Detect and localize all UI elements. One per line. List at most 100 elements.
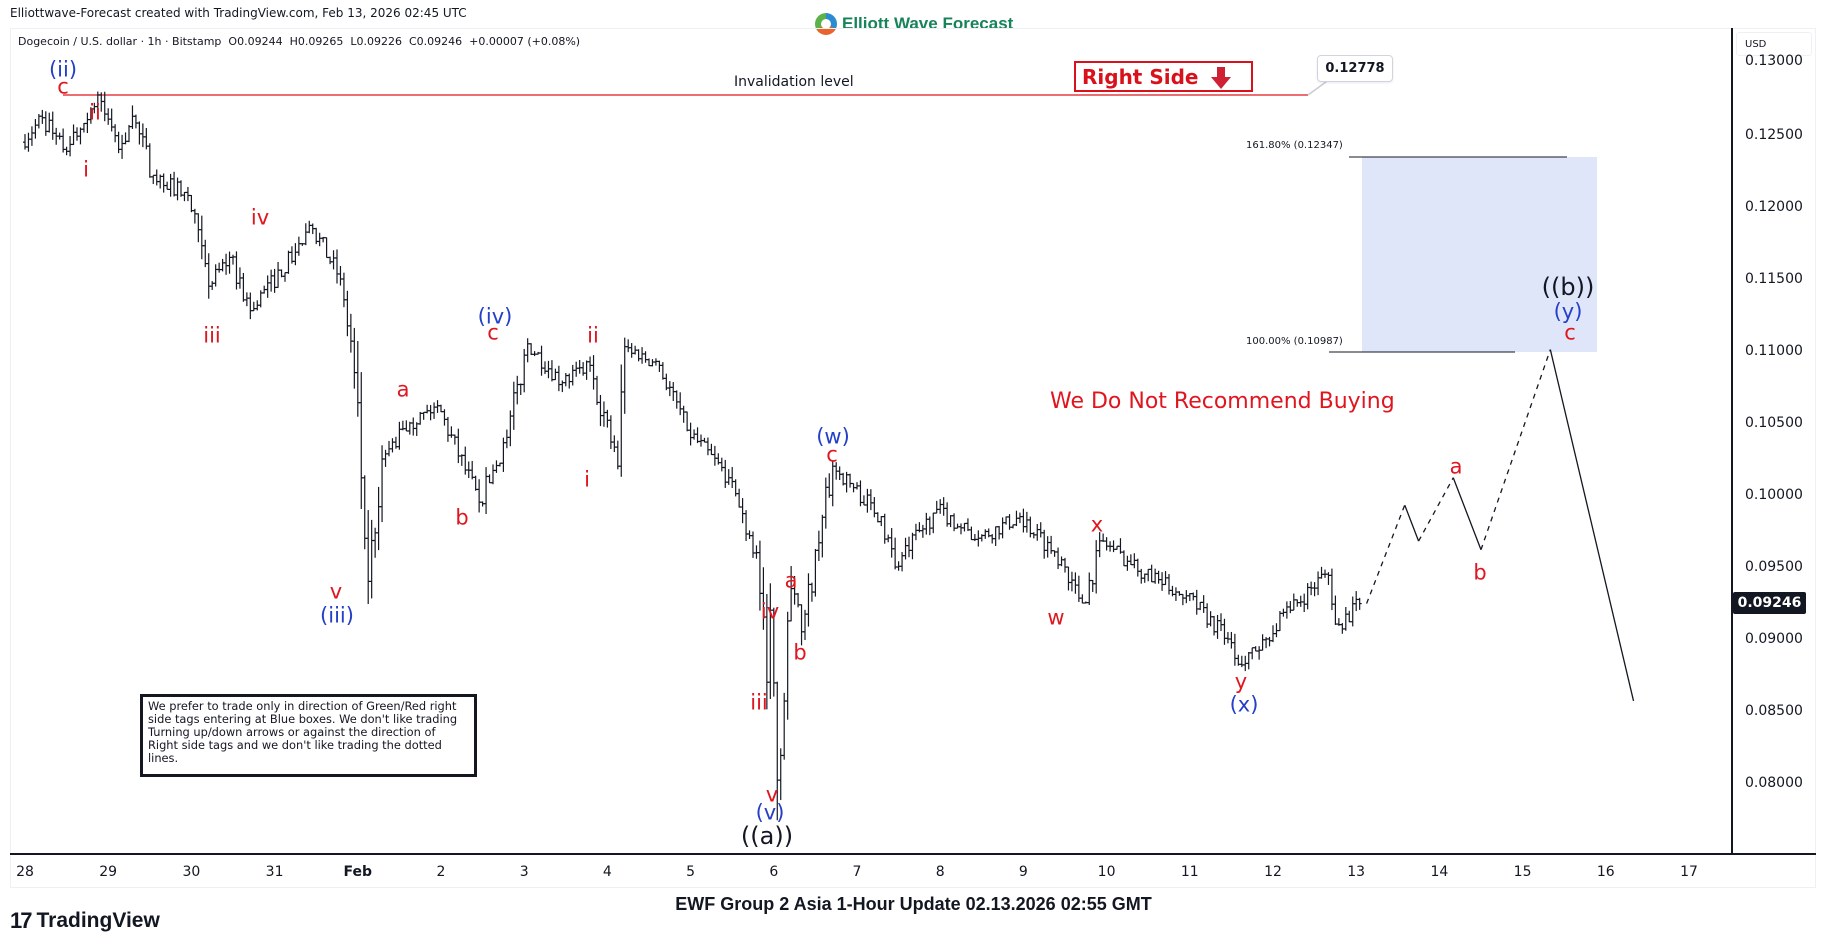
footer-title: EWF Group 2 Asia 1-Hour Update 02.13.202…	[675, 894, 1152, 914]
wave-label: a	[1449, 454, 1463, 479]
wave-label: w	[1047, 605, 1065, 630]
price-tick: 0.08000	[1745, 775, 1803, 791]
time-tick: 4	[602, 864, 612, 880]
time-tick: 6	[769, 864, 779, 880]
wave-label: v	[765, 782, 779, 807]
fib-100-label: 100.00% (0.10987)	[1246, 336, 1343, 347]
wave-label: iii	[203, 323, 221, 348]
symbol-name: Dogecoin / U.S. dollar · 1h · Bitstamp	[18, 35, 222, 48]
time-tick: 12	[1264, 864, 1282, 880]
time-tick: 13	[1347, 864, 1366, 880]
legend-high: H0.09265	[289, 35, 344, 48]
right-side-label: Right Side	[1082, 64, 1199, 89]
legend-close: C0.09246	[408, 35, 463, 48]
price-tick: 0.11500	[1745, 271, 1803, 287]
time-tick: 10	[1097, 864, 1116, 880]
wave-label: (ii)	[48, 57, 78, 82]
price-tick: 0.09500	[1745, 559, 1803, 575]
wave-label: ii	[587, 323, 599, 348]
price-tick: 0.12000	[1745, 199, 1803, 215]
trading-note: We prefer to trade only in direction of …	[140, 694, 477, 777]
projection-segment	[1365, 504, 1406, 604]
no-buy-warning: We Do Not Recommend Buying	[1050, 389, 1395, 414]
chart-credit: Elliottwave-Forecast created with Tradin…	[10, 6, 467, 20]
wave-label: (iii)	[320, 603, 354, 628]
wave-label: i	[83, 157, 89, 182]
symbol-legend: Dogecoin / U.S. dollar · 1h · Bitstamp O…	[18, 35, 580, 48]
wave-label: iv	[760, 599, 780, 624]
wave-label: c	[1564, 320, 1576, 345]
wave-label: iii	[750, 690, 768, 715]
wave-label: (v)	[755, 800, 785, 825]
legend-change: +0.00007 (+0.08%)	[469, 35, 581, 48]
wave-label: b	[455, 505, 469, 530]
invalidation-price-callout: 0.12778	[1317, 55, 1393, 82]
price-tick: 0.09000	[1745, 631, 1803, 647]
tradingview-icon: 17	[10, 908, 33, 933]
price-axis[interactable]	[1731, 28, 1816, 854]
wave-label: (y)	[1553, 299, 1583, 324]
wave-label: x	[1090, 512, 1104, 537]
time-tick: 7	[852, 864, 862, 880]
time-tick: Feb	[343, 864, 373, 880]
projection-segment	[1404, 504, 1420, 542]
time-axis-line	[10, 853, 1816, 855]
arrow-down-icon	[1211, 67, 1231, 89]
projection-segment	[1480, 349, 1551, 550]
wave-label: ((b))	[1541, 273, 1595, 301]
wave-label: c	[826, 442, 838, 467]
ewf-logo-icon	[815, 13, 837, 35]
right-side-tag: Right Side	[1074, 61, 1253, 92]
projection-segment	[1452, 477, 1482, 550]
fib-161-label: 161.80% (0.12347)	[1246, 140, 1343, 151]
legend-low: L0.09226	[350, 35, 402, 48]
time-tick: 30	[182, 864, 201, 880]
wave-label: (w)	[816, 424, 850, 449]
price-tick: 0.08500	[1745, 703, 1803, 719]
wave-label: iv	[250, 205, 270, 230]
last-price-label: 0.09246	[1733, 592, 1806, 614]
price-tick: 0.10500	[1745, 415, 1803, 431]
price-tick: 0.12500	[1745, 127, 1803, 143]
time-tick: 15	[1513, 864, 1532, 880]
wave-label: ((a))	[740, 822, 794, 850]
legend-open: O0.09244	[228, 35, 283, 48]
wave-label: a	[396, 377, 410, 402]
currency-badge[interactable]: USD	[1736, 32, 1812, 56]
wave-label: (x)	[1229, 692, 1259, 717]
tradingview-logo[interactable]: 17 TradingView	[10, 908, 160, 934]
time-tick: 14	[1430, 864, 1449, 880]
time-tick: 28	[16, 864, 34, 880]
time-tick: 9	[1018, 864, 1028, 880]
time-tick: 2	[436, 864, 446, 880]
time-tick: 5	[686, 864, 696, 880]
price-tick: 0.11000	[1745, 343, 1803, 359]
ohlc-bars	[23, 91, 1362, 821]
time-tick: 29	[99, 864, 118, 880]
wave-label: c	[57, 74, 69, 99]
target-zone-box	[1362, 157, 1597, 352]
wave-label: y	[1234, 669, 1248, 694]
price-tick: 0.10000	[1745, 487, 1803, 503]
price-tick: 0.13000	[1745, 53, 1803, 69]
chart-frame	[10, 28, 1816, 888]
wave-label: (iv)	[477, 304, 513, 329]
wave-label: c	[487, 320, 499, 345]
wave-label: a	[784, 568, 798, 593]
time-tick: 3	[519, 864, 529, 880]
wave-label: v	[329, 579, 343, 604]
projection-segment	[1549, 349, 1635, 702]
time-tick: 8	[935, 864, 945, 880]
wave-label: b	[793, 640, 807, 665]
time-tick: 17	[1680, 864, 1698, 880]
wave-label: i	[584, 467, 590, 492]
wave-label: ii	[89, 100, 101, 125]
wave-label: b	[1473, 560, 1487, 585]
projection-segment	[1418, 477, 1454, 542]
invalidation-label: Invalidation level	[734, 74, 854, 90]
tradingview-wordmark: TradingView	[36, 909, 160, 932]
time-tick: 11	[1180, 864, 1199, 880]
time-tick: 31	[265, 864, 284, 880]
time-tick: 16	[1596, 864, 1615, 880]
